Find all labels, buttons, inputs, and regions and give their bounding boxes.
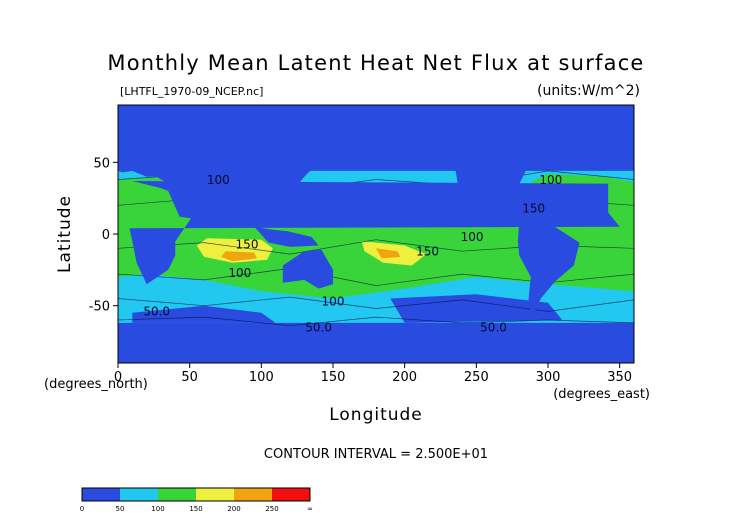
colorbar-swatch <box>272 488 310 501</box>
x-axis-label: Longitude <box>329 405 423 425</box>
flux-band-200-250-indian <box>221 251 257 262</box>
colorbar-level-label: ∞ <box>307 505 313 513</box>
flux-band-200-250-pacific <box>376 248 401 259</box>
x-tick-label: 0 <box>114 370 122 385</box>
landmass-australia <box>282 249 333 289</box>
y-tick-label: 50 <box>93 156 110 171</box>
contour-label: 100 <box>539 173 562 187</box>
contour-label: 50.0 <box>305 320 332 334</box>
y-axis: -50 0 50 <box>89 156 118 315</box>
flux-band-0-50-south-pacific <box>390 294 563 323</box>
colorbar-level-label: 100 <box>151 505 164 513</box>
contour-line <box>118 296 634 312</box>
colorbar-swatch <box>82 488 120 501</box>
x-axis: 0 50 100 150 200 250 300 350 <box>114 363 632 385</box>
x-tick-label: 100 <box>249 370 274 385</box>
y-unit-label: (degrees_north) <box>44 377 148 392</box>
colorbar-level-label: 200 <box>227 505 240 513</box>
contour-label: 150 <box>416 245 439 259</box>
colorbar: 0 50 100 150 200 250 ∞ <box>80 487 313 513</box>
colorbar-level-label: 150 <box>189 505 202 513</box>
x-tick-label: 50 <box>181 370 198 385</box>
contour-label: 100 <box>461 230 484 244</box>
contour-labels: 100 150 100 100 50.0 50.0 100 150 50.0 100 150 <box>143 173 562 335</box>
plot-area: 100 150 100 100 50.0 50.0 100 150 50.0 100 150 <box>117 104 635 364</box>
landmass-africa <box>129 181 623 285</box>
colorbar-level-label: 50 <box>116 505 125 513</box>
x-tick-label: 150 <box>321 370 346 385</box>
x-tick-label: 300 <box>536 370 561 385</box>
landmass-greenland <box>548 116 606 148</box>
colorbar-frame <box>81 487 311 502</box>
colorbar-swatch <box>196 488 234 501</box>
contour-interval-text: CONTOUR INTERVAL = 2.500E+01 <box>264 447 488 462</box>
x-tick-label: 350 <box>607 370 632 385</box>
colorbar-level-label: 250 <box>265 505 278 513</box>
colorbar-swatch <box>158 488 196 501</box>
land-masses <box>118 116 634 363</box>
contour-label: 100 <box>207 173 230 187</box>
x-unit-label: (degrees_east) <box>553 387 650 402</box>
contour-label: 100 <box>322 295 345 309</box>
units-label: (units:W/m^2) <box>537 83 640 99</box>
landmass-indonesia <box>254 226 319 247</box>
colorbar-level-label: 0 <box>80 505 84 513</box>
contour-label: 50.0 <box>143 305 170 319</box>
y-tick-label: 0 <box>102 228 110 243</box>
landmass-antarctica <box>118 328 634 363</box>
chart-title: Monthly Mean Latent Heat Net Flux at sur… <box>107 51 644 75</box>
source-label: [LHTFL_1970-09_NCEP.nc] <box>120 85 263 98</box>
landmass-eurasia <box>118 125 376 220</box>
contour-label: 150 <box>236 237 259 251</box>
contour-label: 100 <box>228 266 251 280</box>
landmass-south-america <box>517 219 580 313</box>
contour-label: 150 <box>522 202 545 216</box>
y-tick-label: -50 <box>89 300 110 315</box>
x-tick-label: 250 <box>464 370 489 385</box>
x-tick-label: 200 <box>392 370 417 385</box>
colorbar-swatch <box>120 488 158 501</box>
contour-label: 50.0 <box>480 320 507 334</box>
y-axis-label: Latitude <box>55 195 75 273</box>
colorbar-swatch <box>234 488 272 501</box>
contour-line <box>118 316 634 327</box>
